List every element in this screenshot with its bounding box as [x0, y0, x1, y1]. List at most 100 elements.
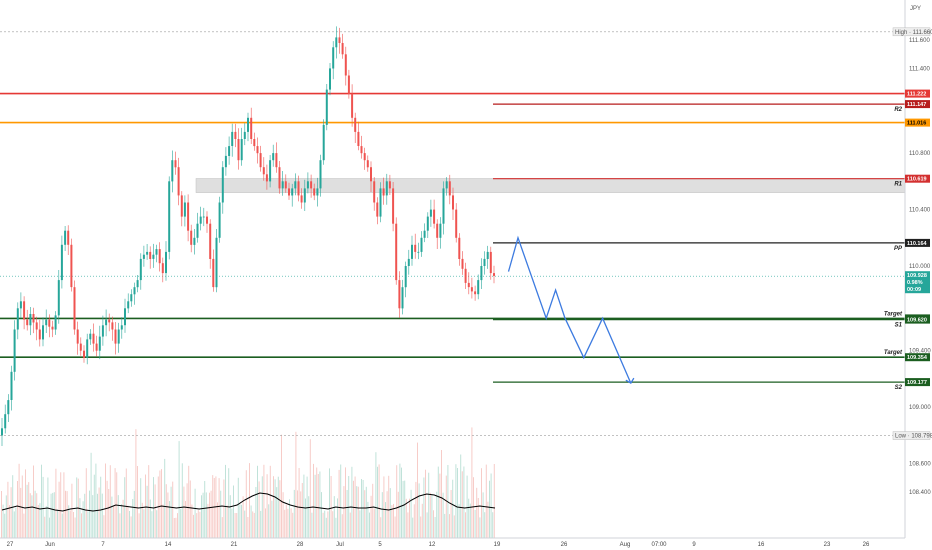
volume-bar: [186, 483, 188, 538]
volume-bar: [356, 486, 358, 538]
candle-body: [38, 329, 41, 340]
price-tags-layer: 111.222 111.147 111.016 110.619 110.164 109.6…: [892, 27, 932, 440]
high-low-tag: [892, 27, 931, 37]
current-price-label: 00:09: [907, 287, 921, 293]
volume-bar: [97, 493, 98, 538]
candle-body: [10, 371, 13, 400]
volume-bar: [229, 495, 231, 538]
volume-bar: [252, 511, 254, 538]
candle-body: [32, 314, 35, 323]
volume-bar: [413, 504, 415, 538]
volume-bar: [66, 491, 68, 538]
volume-bar: [407, 512, 409, 538]
candle-body: [92, 333, 95, 344]
price-tag-label: 109.620: [907, 318, 927, 324]
volume-bar: [351, 466, 353, 538]
volume-bar: [420, 516, 422, 538]
volume-bar: [74, 517, 76, 538]
candle-body: [243, 131, 246, 139]
volume-bar: [404, 480, 406, 538]
candle-body: [385, 181, 388, 196]
candle-body: [464, 268, 467, 283]
date-tick-label: 16: [758, 542, 765, 548]
volume-bar: [460, 454, 462, 538]
candle-body: [316, 188, 319, 196]
volume-bar: [417, 442, 418, 538]
candle-body: [493, 273, 495, 276]
date-tick-label: 26: [863, 542, 870, 548]
candle-body: [470, 287, 473, 292]
candle-body: [45, 319, 48, 326]
candle-body: [111, 322, 114, 330]
volume-bar: [98, 487, 100, 538]
volume-bar: [453, 515, 455, 538]
candle-body: [240, 139, 243, 161]
volume-bar: [449, 514, 450, 538]
volume-bar: [114, 468, 116, 538]
volume-bar: [258, 481, 260, 538]
candle-body: [155, 249, 158, 255]
candle-body: [461, 258, 464, 269]
price-tick-label: 111.400: [909, 66, 930, 72]
volume-bar: [245, 470, 247, 538]
volume-bar: [201, 495, 202, 538]
volume-bar: [469, 503, 471, 538]
volume-bar: [85, 468, 87, 538]
volume-bar: [316, 467, 318, 538]
volume-bar: [228, 468, 230, 538]
resistance-zone-layer: [195, 178, 906, 193]
volume-bar: [9, 505, 10, 538]
level-line-label: R1: [894, 182, 902, 188]
level-line-label: PP: [894, 246, 903, 252]
volume-bar: [442, 492, 444, 538]
date-tick-label: Jun: [45, 542, 55, 548]
volume-bar: [298, 468, 300, 538]
candle-body: [120, 325, 123, 330]
candle-body: [335, 37, 338, 48]
volume-bar: [45, 506, 47, 538]
candle-body: [467, 282, 470, 288]
volume-bar: [20, 487, 22, 538]
candle-body: [382, 188, 385, 196]
volume-bar: [221, 517, 223, 538]
volume-bar: [314, 474, 316, 538]
volume-bar: [1, 491, 2, 538]
volume-bar: [105, 463, 106, 538]
volume-bar: [41, 464, 42, 538]
price-tag: [905, 353, 930, 362]
volume-bar: [340, 464, 342, 538]
candle-body: [455, 209, 458, 238]
volume-bar: [492, 512, 494, 538]
volume-bar: [13, 511, 15, 538]
volume-bar: [439, 473, 441, 538]
volume-bar: [396, 465, 398, 538]
volume-bar: [303, 474, 305, 538]
candle-body: [272, 153, 275, 161]
volume-bar: [25, 469, 26, 538]
candle-body: [35, 322, 38, 330]
volume-bar: [58, 481, 60, 538]
candle-body: [209, 223, 212, 259]
volume-bar: [202, 492, 204, 538]
volume-bar: [461, 471, 463, 538]
volume-bar: [476, 487, 478, 538]
candle-body: [433, 209, 436, 224]
volume-bar: [457, 468, 458, 538]
volume-bar: [433, 510, 434, 538]
volume-bar: [369, 512, 370, 538]
candle-body: [124, 308, 126, 326]
volume-bar: [130, 516, 132, 538]
volume-bar: [81, 513, 82, 538]
candle-body: [19, 301, 22, 309]
date-tick-label: 21: [231, 542, 238, 548]
volume-bar: [261, 476, 263, 538]
volume-bar: [242, 496, 244, 538]
volume-bar: [132, 499, 134, 538]
candle-body: [247, 117, 249, 132]
volume-bar: [471, 427, 473, 538]
price-tick-label: 110.000: [909, 264, 931, 270]
volume-bar: [247, 517, 249, 538]
volume-bar: [117, 495, 119, 538]
candle-body: [168, 181, 171, 252]
price-axis: 111.600 111.400 110.800 110.400 110.000 109.4…: [909, 38, 931, 496]
